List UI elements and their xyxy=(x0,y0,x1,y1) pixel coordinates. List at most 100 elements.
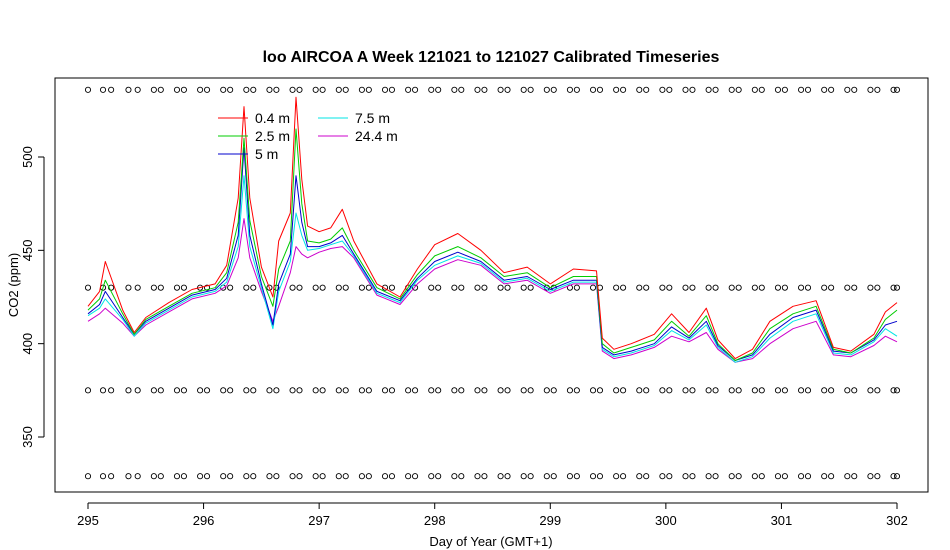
plot-frame xyxy=(54,77,929,493)
reference-marker xyxy=(712,473,719,480)
reference-marker xyxy=(388,473,396,480)
reference-marker xyxy=(497,473,504,480)
y-tick-label: 500 xyxy=(20,146,35,168)
reference-marker xyxy=(867,387,874,394)
legend-label: 2.5 m xyxy=(255,128,290,144)
reference-marker xyxy=(289,473,296,480)
reference-marker xyxy=(844,387,851,394)
reference-marker xyxy=(428,473,435,480)
reference-marker xyxy=(666,284,673,291)
reference-marker xyxy=(296,86,303,93)
reference-marker xyxy=(451,387,458,394)
reference-marker xyxy=(227,86,234,93)
reference-marker xyxy=(289,387,296,394)
reference-marker xyxy=(728,473,735,480)
reference-marker xyxy=(481,473,488,480)
reference-marker xyxy=(365,473,372,480)
reference-marker xyxy=(728,284,735,291)
reference-marker xyxy=(125,86,132,93)
reference-marker xyxy=(798,473,805,480)
reference-marker xyxy=(412,86,419,93)
reference-marker xyxy=(428,86,435,93)
reference-marker xyxy=(84,387,92,394)
reference-marker xyxy=(781,387,788,394)
reference-marker xyxy=(296,284,303,291)
reference-marker xyxy=(342,473,349,480)
reference-marker xyxy=(412,473,419,480)
reference-marker xyxy=(636,473,643,480)
reference-marker xyxy=(203,86,211,93)
reference-marker xyxy=(751,387,758,394)
reference-marker xyxy=(481,387,488,394)
reference-marker xyxy=(758,387,765,394)
x-tick-label: 295 xyxy=(77,513,99,528)
legend-label: 24.4 m xyxy=(355,128,398,144)
reference-marker xyxy=(821,387,828,394)
reference-marker xyxy=(643,473,650,480)
reference-marker xyxy=(821,86,828,93)
reference-marker xyxy=(504,387,511,394)
reference-marker xyxy=(705,86,712,93)
reference-marker xyxy=(99,473,107,480)
reference-marker xyxy=(867,86,874,93)
y-axis: 350 400 450 500 xyxy=(20,146,45,448)
reference-marker xyxy=(99,387,107,394)
reference-marker xyxy=(874,86,881,93)
reference-marker xyxy=(636,387,643,394)
reference-marker xyxy=(319,473,326,480)
reference-marker xyxy=(342,284,349,291)
reference-marker xyxy=(180,387,187,394)
reference-marker xyxy=(428,387,435,394)
reference-marker xyxy=(844,86,851,93)
reference-marker xyxy=(659,473,666,480)
reference-marker xyxy=(497,86,504,93)
reference-marker xyxy=(266,284,273,291)
reference-marker xyxy=(851,387,858,394)
reference-marker xyxy=(781,86,788,93)
reference-marker xyxy=(250,86,257,93)
reference-marker xyxy=(435,387,442,394)
reference-marker xyxy=(319,86,326,93)
reference-marker xyxy=(474,284,481,291)
series-layer xyxy=(87,96,898,363)
reference-marker xyxy=(405,473,412,480)
reference-marker xyxy=(774,284,782,291)
reference-marker xyxy=(84,284,92,291)
reference-marker xyxy=(893,284,901,291)
x-tick-label: 296 xyxy=(193,513,215,528)
reference-marker xyxy=(705,284,712,291)
reference-marker xyxy=(381,86,389,93)
reference-marker xyxy=(636,86,643,93)
reference-marker xyxy=(874,284,881,291)
x-tick-label: 297 xyxy=(308,513,330,528)
series-line-5-m xyxy=(87,147,898,361)
reference-marker xyxy=(589,473,597,480)
reference-marker xyxy=(197,473,204,480)
reference-marker xyxy=(527,284,534,291)
reference-marker xyxy=(134,284,141,291)
reference-marker xyxy=(643,86,650,93)
reference-marker xyxy=(828,473,835,480)
reference-marker xyxy=(666,387,673,394)
reference-marker xyxy=(250,284,257,291)
reference-marker xyxy=(504,86,511,93)
reference-marker xyxy=(134,473,141,480)
reference-marker xyxy=(781,473,788,480)
reference-marker xyxy=(893,86,901,93)
reference-marker xyxy=(566,387,573,394)
reference-marker xyxy=(758,473,765,480)
reference-marker xyxy=(659,86,666,93)
reference-marker xyxy=(412,284,419,291)
reference-marker xyxy=(682,284,689,291)
reference-marker xyxy=(150,86,157,93)
reference-marker xyxy=(550,387,557,394)
reference-marker xyxy=(125,284,132,291)
reference-marker xyxy=(520,473,527,480)
reference-marker xyxy=(705,387,712,394)
reference-marker xyxy=(474,86,481,93)
reference-marker xyxy=(751,86,758,93)
reference-marker xyxy=(250,473,257,480)
reference-marker xyxy=(412,387,419,394)
